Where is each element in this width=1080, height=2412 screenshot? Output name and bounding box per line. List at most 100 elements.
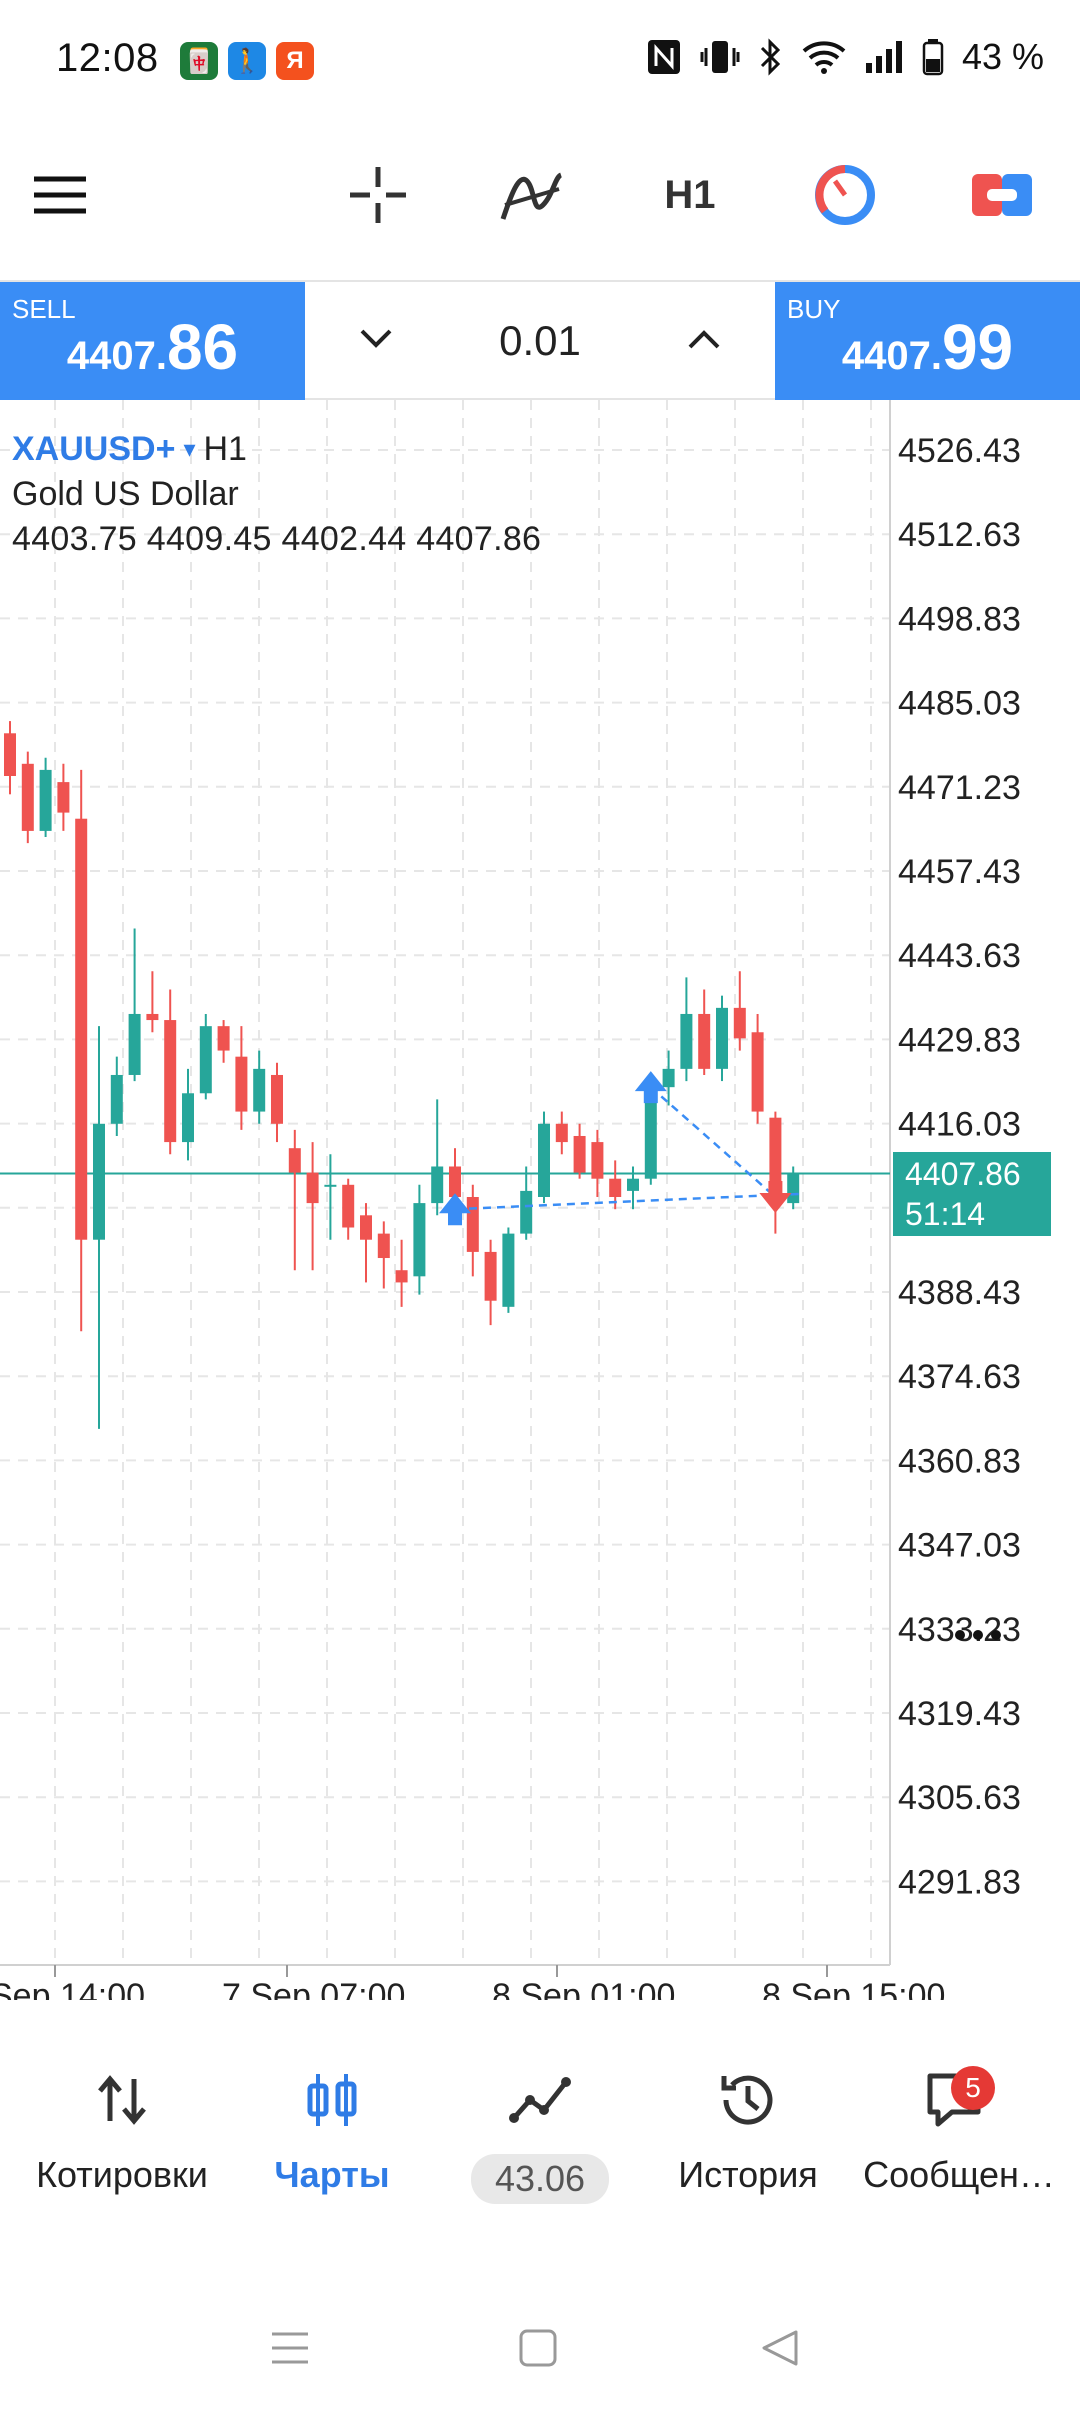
trade-timer-button[interactable] [805,155,885,235]
y-tick-label: 4360.83 [898,1442,1021,1480]
battery-percent: 43 % [961,36,1044,77]
buy-arrow-marker [439,1193,471,1226]
chart-symbol-info: XAUUSD+ ▾ H1 Gold US Dollar 4403.75 4409… [12,430,541,559]
bottom-navigation: Котировки Чарты 43.06 История 5 Сообщен… [0,2040,1080,2230]
price-chart[interactable]: 4526.43 4512.63 4498.83 4485.03 4471.23 4457.… [0,400,1080,2000]
candle-body [128,1013,141,1075]
candle-body [733,1007,746,1039]
more-dot [973,1630,983,1640]
candle-body [164,1020,177,1143]
hamburger-icon [34,176,86,214]
symbol-name[interactable]: XAUUSD+ [12,430,176,468]
nav-quotes[interactable]: Котировки [12,2040,232,2230]
y-tick-label: 4347.03 [898,1527,1021,1565]
back-triangle-icon [762,2330,798,2366]
back-button[interactable] [760,2328,800,2373]
more-options-button[interactable] [955,1630,1001,1640]
nav-messages[interactable]: 5 Сообщен… [846,2040,1072,2230]
candle-body [21,763,34,831]
candle-body [591,1142,604,1179]
y-tick-label: 4457.43 [898,853,1021,891]
candle-body [555,1123,568,1143]
y-tick-label: 4416.03 [898,1106,1021,1144]
candle-body [431,1166,444,1204]
candle-body [538,1123,550,1198]
home-square-icon [519,2329,557,2367]
sell-button[interactable]: SELL 4407.86 [0,282,305,400]
buy-button[interactable]: BUY 4407.99 [775,282,1080,400]
y-tick-label: 4305.63 [898,1779,1021,1817]
more-dot [991,1630,1001,1640]
chart-toolbar: H1 [0,140,1080,250]
symbol-line[interactable]: XAUUSD+ ▾ H1 [12,430,541,469]
y-tick-label: 4374.63 [898,1358,1021,1396]
system-navigation-bar [0,2300,1080,2412]
more-dot [955,1630,965,1640]
lot-decrease-button[interactable] [358,327,394,356]
trade-link-line [454,1192,800,1211]
candle-body [235,1056,248,1112]
y-tick-label: 4443.63 [898,937,1021,975]
home-button[interactable] [518,2328,558,2373]
current-price-value: 4407.86 [905,1156,1021,1192]
x-tick-label: 8 Sep 15:00 [762,1977,945,2000]
candle-body [4,733,16,777]
nav-trade[interactable]: 43.06 [430,2040,650,2230]
y-tick-label: 4291.83 [898,1863,1021,1901]
candle-body [502,1233,515,1307]
quotes-icon [94,2060,150,2140]
lot-size-value[interactable]: 0.01 [499,317,581,364]
candle-body [644,1093,657,1179]
current-price-tag: 4407.86 51:14 [893,1152,1051,1236]
symbol-timeframe: H1 [203,430,247,468]
timeframe-button[interactable]: H1 [664,172,716,217]
lot-increase-button[interactable] [686,327,722,356]
nav-history[interactable]: История [638,2040,858,2230]
lot-size-control: 0.01 [305,282,775,400]
chevron-up-icon [688,329,720,348]
y-tick-label: 4429.83 [898,1021,1021,1059]
symbol-description: Gold US Dollar [12,475,239,513]
candle-body [573,1135,586,1173]
status-bar: 12:08 🀄 🚶 Я 43 % [0,0,1080,120]
indicators-button[interactable] [492,155,572,235]
x-tick-label: 7 Sep 07:00 [222,1977,405,2000]
candle-body [93,1123,105,1240]
candle-body [288,1148,301,1173]
bar-countdown: 51:14 [905,1196,986,1232]
crosshair-button[interactable] [338,155,418,235]
symbol-dropdown-icon[interactable]: ▾ [183,436,196,463]
candle-body [306,1172,319,1204]
candle-body [413,1203,426,1277]
one-click-trading-button[interactable] [962,155,1042,235]
y-tick-label: 4319.43 [898,1695,1021,1733]
crosshair-icon [350,167,406,223]
y-tick-label: 4512.63 [898,516,1021,554]
candle-body [520,1190,533,1234]
sell-price: 4407.86 [66,311,239,383]
ohlc-values: 4403.75 4409.45 4402.44 4407.86 [12,520,542,558]
candlestick-chart-svg[interactable]: 4526.43 4512.63 4498.83 4485.03 4471.23 4457.… [0,400,1080,2000]
nav-charts[interactable]: Чарты [222,2040,442,2230]
mahjong-app-icon: 🀄 [180,42,218,80]
wifi-icon [802,41,846,74]
candle-body [716,1007,728,1069]
candle-body [787,1173,800,1204]
sell-label: SELL [12,294,76,324]
recent-apps-button[interactable] [270,2328,310,2373]
menu-button[interactable] [20,155,100,235]
x-tick-label: 8 Sep 01:00 [492,1977,675,2000]
candle-body [484,1251,497,1301]
nfc-icon [647,40,680,74]
candle-body [466,1197,479,1252]
buy-price: 4407.99 [841,311,1014,383]
candle-body [146,1013,159,1021]
buy-label: BUY [787,294,841,324]
candle-body [57,782,70,813]
candle-body [698,1013,711,1069]
y-tick-label: 4485.03 [898,685,1021,723]
y-tick-label: 4388.43 [898,1274,1021,1312]
candle-body [360,1215,372,1240]
indicator-curve-icon [500,172,563,220]
clock-pie-icon [815,165,875,225]
